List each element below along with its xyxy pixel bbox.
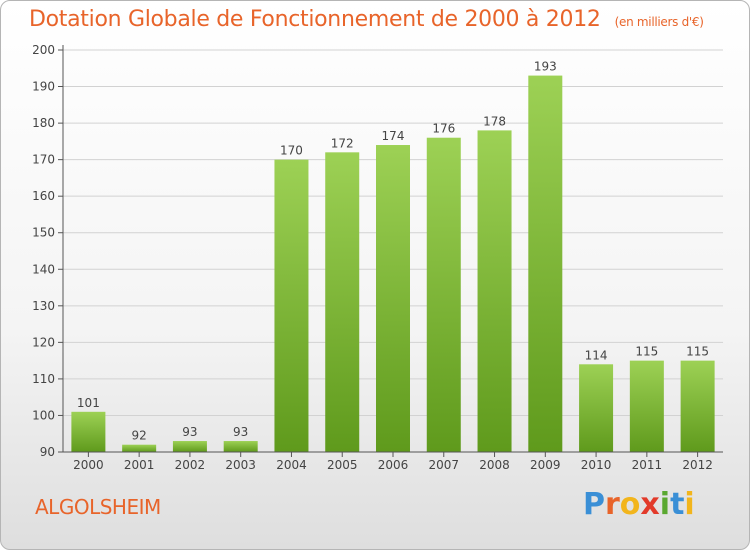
y-tick-label: 140 <box>32 262 55 276</box>
y-tick-label: 150 <box>32 226 55 240</box>
commune-name: ALGOLSHEIM <box>35 495 161 519</box>
bar-value-label: 93 <box>233 425 248 439</box>
x-tick-label: 2009 <box>530 458 561 472</box>
x-tick-label: 2006 <box>378 458 409 472</box>
x-tick-label: 2004 <box>276 458 307 472</box>
x-tick-label: 2008 <box>479 458 510 472</box>
y-tick-label: 110 <box>32 372 55 386</box>
bar-value-label: 174 <box>382 129 405 143</box>
logo-letter: t <box>670 487 685 522</box>
y-tick-label: 190 <box>32 80 55 94</box>
y-tick-label: 160 <box>32 189 55 203</box>
x-tick-label: 2007 <box>428 458 459 472</box>
chart-title: Dotation Globale de Fonctionnement de 20… <box>29 7 704 32</box>
bar-value-label: 115 <box>686 345 709 359</box>
logo-letter: i <box>684 487 695 522</box>
bar-2012 <box>680 360 715 452</box>
y-tick-label: 120 <box>32 335 55 349</box>
x-tick-label: 2003 <box>225 458 256 472</box>
bar-2001 <box>122 444 157 452</box>
bars <box>71 75 715 453</box>
bar-value-label: 92 <box>132 429 147 443</box>
bar-value-label: 170 <box>280 144 303 158</box>
bar-2000 <box>71 411 106 452</box>
logo-letter: r <box>605 487 620 522</box>
bar-value-label: 93 <box>182 425 197 439</box>
bar-value-label: 172 <box>331 136 354 150</box>
bar-2010 <box>579 364 614 452</box>
data-labels: 101 92 93 93 170 172 174 176 178 193 114 115 115 <box>77 60 709 443</box>
bar-value-label: 193 <box>534 60 557 74</box>
x-tick-label: 2001 <box>124 458 155 472</box>
axes: 90 100 110 120 130 140 150 160 170 180 190 200 2000 2… <box>32 43 723 472</box>
bar-2008 <box>477 130 512 452</box>
bar-value-label: 101 <box>77 396 100 410</box>
bar-value-label: 115 <box>635 345 658 359</box>
bar-2011 <box>629 360 664 452</box>
logo-letter: i <box>659 487 671 522</box>
bar-value-label: 176 <box>432 122 455 136</box>
bar-2003 <box>223 441 258 452</box>
chart-unit: (en milliers d'€) <box>614 15 704 29</box>
logo-letter: o <box>619 487 641 522</box>
bar-value-label: 178 <box>483 114 506 128</box>
x-tick-label: 2010 <box>581 458 612 472</box>
y-tick-label: 100 <box>32 408 55 422</box>
logo-letter: P <box>583 487 605 522</box>
chart-title-text: Dotation Globale de Fonctionnement de 20… <box>29 7 601 32</box>
bar-2006 <box>376 145 410 452</box>
bar-value-label: 114 <box>585 348 608 362</box>
bar-2007 <box>426 137 461 452</box>
x-tick-label: 2005 <box>327 458 358 472</box>
bar-2004 <box>274 159 309 453</box>
x-tick-label: 2000 <box>73 458 104 472</box>
x-tick-label: 2011 <box>632 458 663 472</box>
logo-letter: x <box>640 487 660 522</box>
proxiti-logo: Proxiti <box>583 487 695 522</box>
bar-2002 <box>172 441 207 452</box>
y-tick-label: 180 <box>32 116 55 130</box>
y-tick-label: 200 <box>32 43 55 57</box>
x-tick-label: 2002 <box>175 458 206 472</box>
bar-2009 <box>528 75 563 452</box>
x-tick-label: 2012 <box>682 458 713 472</box>
y-tick-label: 130 <box>32 299 55 313</box>
y-tick-label: 170 <box>32 153 55 167</box>
bar-2005 <box>325 152 360 452</box>
y-tick-label: 90 <box>40 445 55 459</box>
